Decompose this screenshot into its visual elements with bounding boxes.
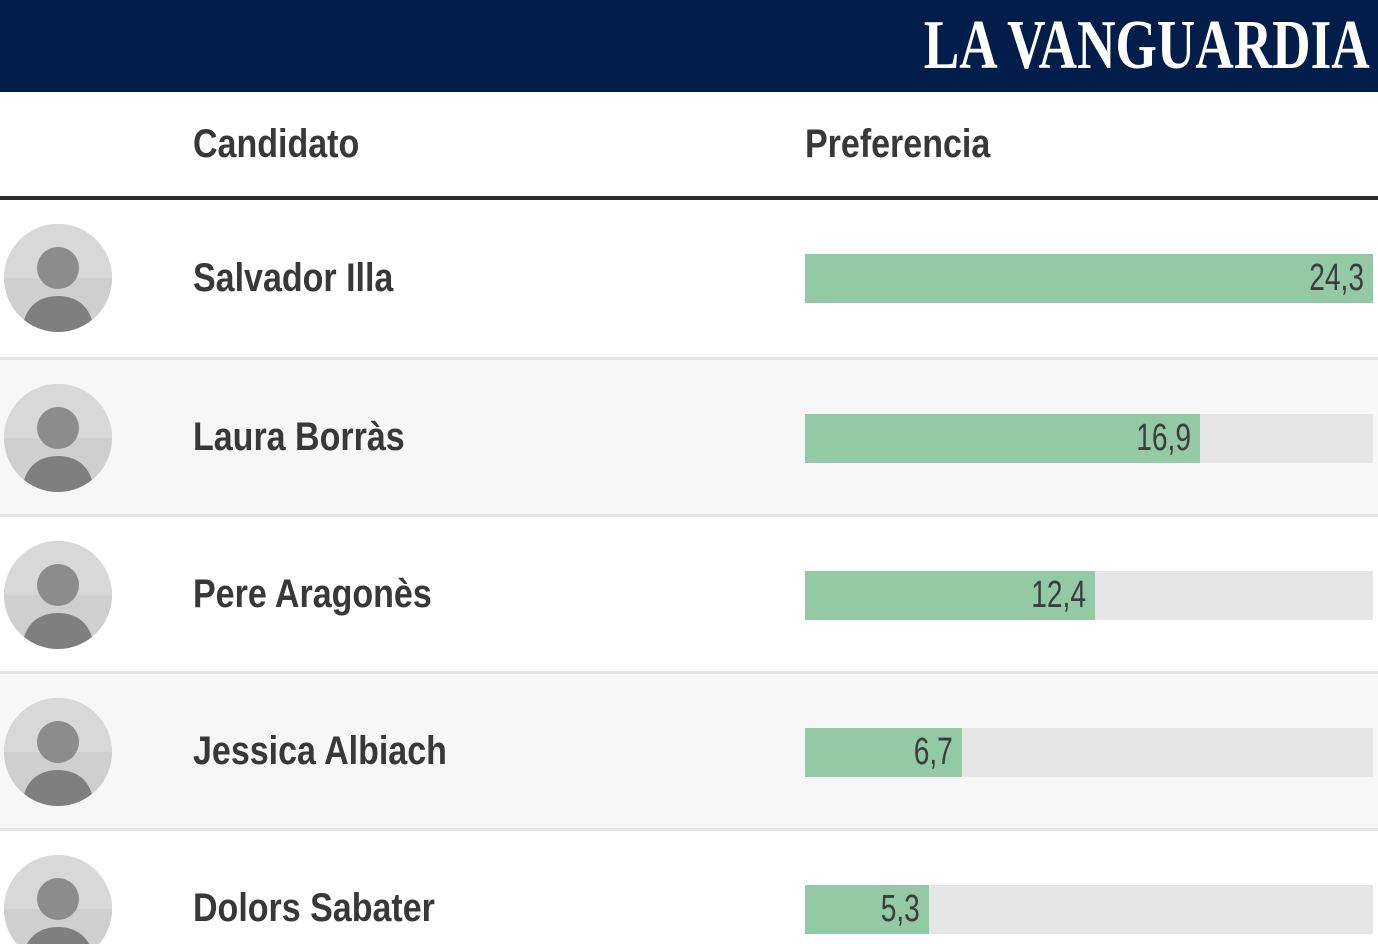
preference-bar-fill: 24,3 [805, 254, 1373, 303]
candidate-photo [4, 698, 112, 806]
preference-bar-fill: 16,9 [805, 414, 1201, 463]
person-silhouette-icon [4, 384, 112, 492]
candidate-row: Dolors Sabater 5,3 [0, 828, 1378, 944]
preference-bar-track: 5,3 [805, 885, 1373, 934]
preference-bar-track: 6,7 [805, 728, 1373, 777]
preference-bar-track: 16,9 [805, 414, 1373, 463]
preference-bar-track: 12,4 [805, 571, 1373, 620]
candidate-row: Laura Borràs 16,9 [0, 357, 1378, 514]
table-header: Candidato Preferencia [0, 92, 1378, 200]
person-silhouette-icon [4, 224, 112, 332]
column-header-preferencia-label: Preferencia [805, 121, 991, 166]
person-silhouette-icon [4, 855, 112, 944]
preference-value: 12,4 [1031, 574, 1086, 616]
candidate-row: Pere Aragonès 12,4 [0, 514, 1378, 671]
candidate-name: Salvador Illa [193, 200, 429, 357]
brand-header: LA VANGUARDIA [0, 0, 1378, 92]
candidate-name-label: Salvador Illa [193, 256, 394, 300]
candidate-photo [4, 541, 112, 649]
preference-value: 16,9 [1136, 417, 1192, 459]
preference-bar-fill: 6,7 [805, 728, 962, 777]
person-silhouette-icon [4, 541, 112, 649]
candidate-name-label: Laura Borràs [193, 414, 405, 459]
candidate-name-label: Pere Aragonès [193, 571, 432, 616]
column-header-candidato-label: Candidato [193, 121, 360, 166]
candidate-photo [4, 384, 112, 492]
candidate-photo [4, 224, 112, 332]
preference-bar-fill: 12,4 [805, 571, 1095, 620]
candidate-name: Dolors Sabater [193, 831, 478, 944]
preference-value: 24,3 [1309, 257, 1364, 299]
column-header-preferencia: Preferencia [805, 92, 1023, 196]
preference-bar-track: 24,3 [805, 254, 1373, 303]
candidate-name-label: Jessica Albiach [193, 728, 447, 773]
preference-value: 6,7 [913, 731, 953, 773]
candidate-name: Laura Borràs [193, 360, 442, 514]
candidate-row: Jessica Albiach 6,7 [0, 671, 1378, 828]
person-silhouette-icon [4, 698, 112, 806]
lavanguardia-logo: LA VANGUARDIA [924, 7, 1370, 84]
candidate-row: Salvador Illa 24,3 [0, 200, 1378, 357]
candidate-name: Jessica Albiach [193, 674, 492, 828]
column-header-candidato: Candidato [193, 92, 389, 196]
candidate-name: Pere Aragonès [193, 517, 474, 671]
candidate-name-label: Dolors Sabater [193, 885, 435, 930]
candidate-rows: Salvador Illa 24,3 Laura Borràs 16,9 [0, 200, 1378, 944]
preference-bar-fill: 5,3 [805, 885, 929, 934]
preference-value: 5,3 [880, 888, 920, 930]
candidate-photo [4, 855, 112, 944]
